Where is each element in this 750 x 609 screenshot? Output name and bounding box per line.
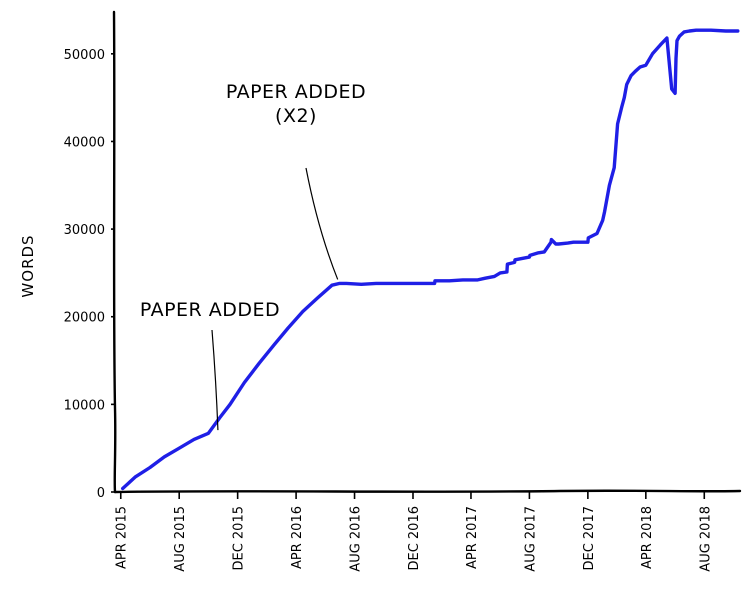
y-tick-label: 30000 (64, 223, 105, 238)
annotation-2: PAPER ADDED(X2) (226, 81, 366, 280)
x-axis-line (113, 489, 742, 494)
x-tick-label: DEC 2016 (407, 506, 422, 571)
annotation-text: (X2) (275, 105, 317, 127)
annotation-text: PAPER ADDED (140, 299, 280, 321)
x-tick-label: APR 2015 (115, 506, 130, 569)
x-tick-label: DEC 2017 (582, 506, 597, 571)
x-tick-label: AUG 2017 (523, 506, 538, 572)
x-tick-label: AUG 2016 (349, 506, 364, 572)
x-tick-label: APR 2018 (640, 506, 655, 569)
x-axis-ticks: APR 2015 AUG 2015 DEC 2015 APR 2016 AUG 2016… (115, 492, 713, 572)
words-series-line (121, 28, 740, 491)
y-tick-label: 10000 (64, 398, 105, 413)
annotation-leader-line (305, 167, 339, 280)
annotation-1: PAPER ADDED (140, 299, 280, 431)
y-axis-line (112, 10, 117, 494)
y-axis-label: WORDS (19, 234, 37, 297)
x-tick-label: AUG 2018 (698, 506, 713, 572)
x-tick-label: APR 2016 (290, 506, 305, 569)
annotation-leader-line (211, 329, 219, 431)
y-axis-ticks: 0 10000 20000 30000 40000 50000 (64, 48, 115, 501)
y-tick-label: 40000 (64, 135, 105, 150)
annotation-text: PAPER ADDED (226, 81, 366, 103)
x-tick-label: APR 2017 (465, 506, 480, 569)
y-tick-label: 0 (97, 486, 105, 501)
y-tick-label: 50000 (64, 48, 105, 63)
x-tick-label: AUG 2015 (173, 506, 188, 572)
y-tick-label: 20000 (64, 311, 105, 326)
x-tick-label: DEC 2015 (232, 506, 247, 571)
